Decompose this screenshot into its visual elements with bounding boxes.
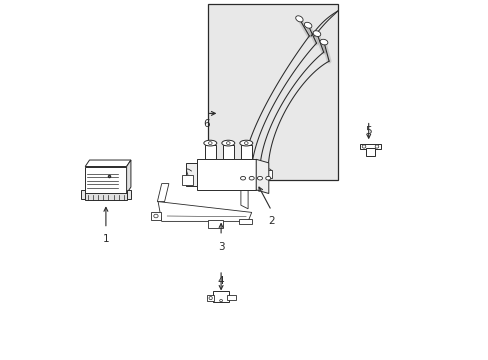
Bar	[85, 193, 126, 200]
Polygon shape	[241, 180, 247, 209]
Bar	[196, 159, 256, 190]
Polygon shape	[256, 159, 268, 194]
Text: 2: 2	[267, 216, 274, 226]
Bar	[81, 190, 85, 199]
Polygon shape	[85, 166, 126, 194]
Text: 5: 5	[365, 126, 371, 136]
Ellipse shape	[248, 169, 254, 173]
Bar	[126, 190, 131, 199]
Text: 1: 1	[102, 234, 109, 244]
Bar	[256, 170, 263, 178]
Ellipse shape	[312, 31, 320, 36]
Ellipse shape	[226, 141, 230, 144]
Ellipse shape	[239, 169, 246, 173]
Ellipse shape	[203, 140, 216, 146]
Polygon shape	[85, 160, 131, 166]
Ellipse shape	[295, 16, 303, 22]
Text: 3: 3	[217, 242, 224, 252]
Ellipse shape	[374, 145, 378, 148]
Ellipse shape	[219, 300, 222, 302]
Bar	[182, 175, 193, 185]
Polygon shape	[158, 202, 251, 221]
Ellipse shape	[256, 169, 263, 173]
Polygon shape	[126, 160, 131, 194]
Ellipse shape	[244, 141, 247, 144]
Ellipse shape	[320, 39, 327, 45]
Bar	[222, 145, 234, 159]
Ellipse shape	[249, 176, 254, 180]
Ellipse shape	[240, 176, 245, 180]
Bar	[208, 4, 337, 180]
Ellipse shape	[257, 176, 262, 180]
Ellipse shape	[362, 145, 365, 148]
Bar	[204, 145, 216, 159]
Polygon shape	[151, 212, 161, 220]
Ellipse shape	[222, 140, 234, 146]
Bar	[366, 148, 374, 156]
Text: 4: 4	[217, 276, 224, 286]
Bar	[226, 295, 235, 300]
Polygon shape	[185, 163, 196, 186]
Ellipse shape	[304, 22, 311, 28]
Ellipse shape	[265, 176, 270, 180]
Ellipse shape	[208, 141, 212, 144]
Ellipse shape	[264, 169, 271, 173]
Bar	[359, 144, 381, 149]
Ellipse shape	[239, 140, 252, 146]
Polygon shape	[157, 184, 168, 202]
Polygon shape	[208, 220, 223, 228]
Bar	[240, 145, 251, 159]
Polygon shape	[239, 219, 251, 224]
Text: 6: 6	[203, 119, 209, 129]
Bar	[213, 291, 228, 302]
Ellipse shape	[153, 214, 158, 218]
Bar	[207, 295, 213, 301]
Bar	[264, 170, 271, 178]
Bar	[248, 170, 254, 178]
Ellipse shape	[208, 297, 212, 300]
Bar	[239, 170, 246, 178]
